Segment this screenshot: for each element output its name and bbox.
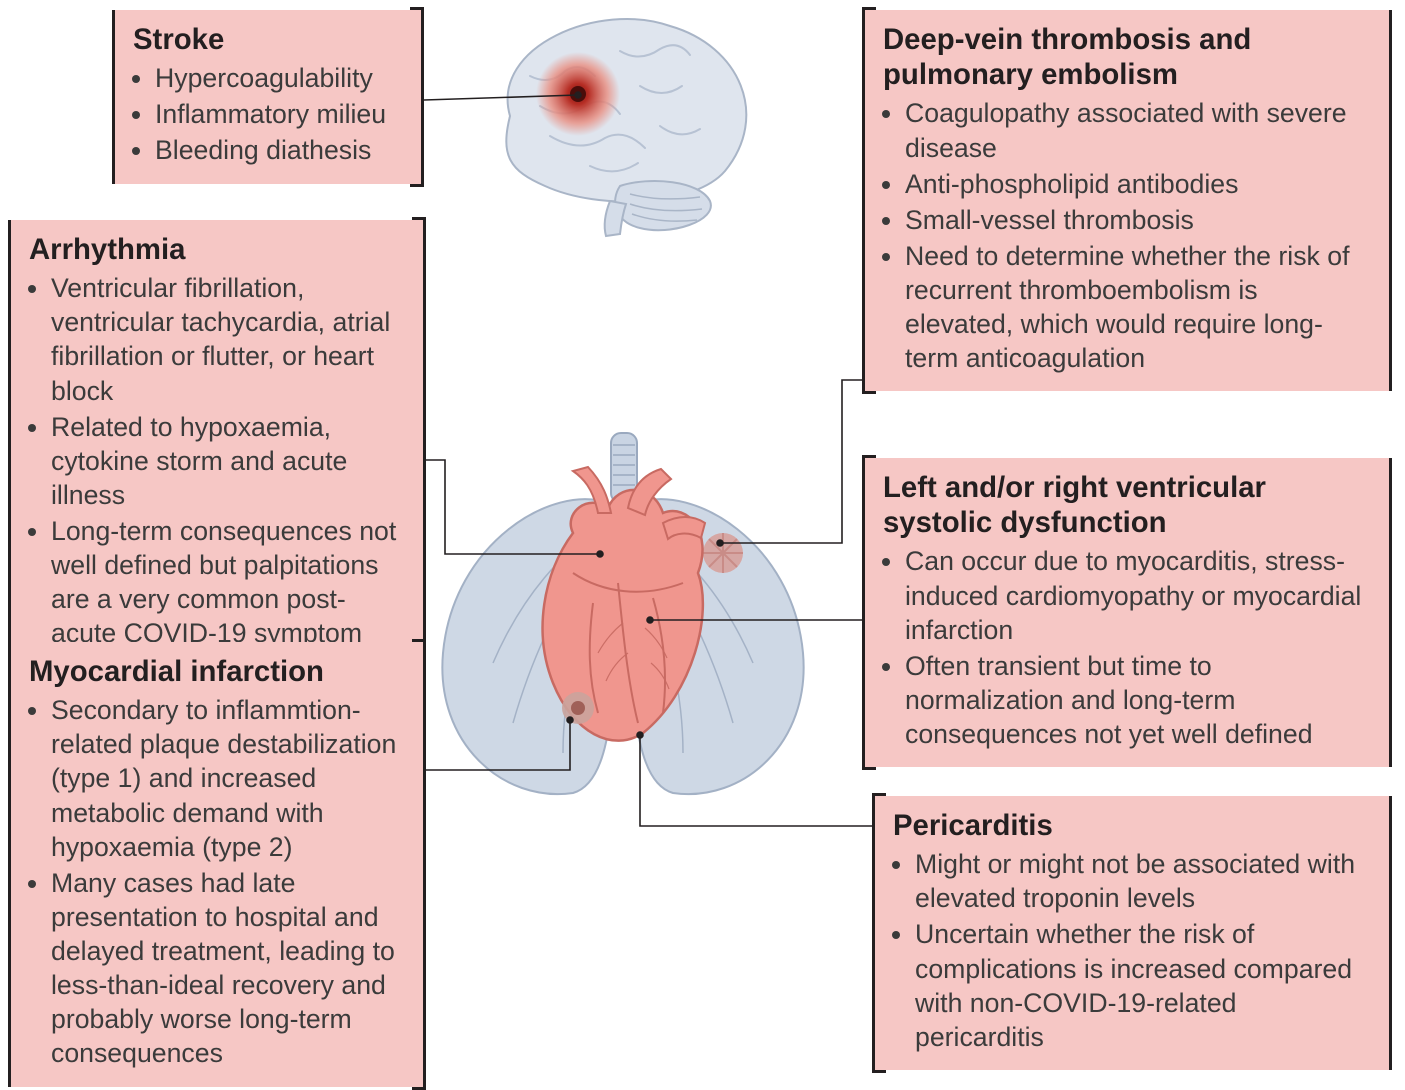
box-stroke-title: Stroke bbox=[133, 22, 403, 57]
box-lv-rv-title: Left and/or right ventricular systolic d… bbox=[883, 470, 1371, 540]
bullet-item: Ventricular fibrillation, ventricular ta… bbox=[51, 271, 405, 408]
box-pericarditis-title: Pericarditis bbox=[893, 808, 1371, 843]
bullet-item: Secondary to inflammtion-related plaque … bbox=[51, 693, 405, 864]
box-mi-list: Secondary to inflammtion-related plaque … bbox=[29, 693, 405, 1070]
box-dvt-list: Coagulopathy associated with severe dise… bbox=[883, 96, 1371, 375]
bullet-item: Coagulopathy associated with severe dise… bbox=[905, 96, 1371, 164]
lungs-heart-illustration bbox=[413, 423, 833, 823]
bullet-item: Long-term consequences not well defined … bbox=[51, 514, 405, 651]
box-pericarditis: Pericarditis Might or might not be assoc… bbox=[872, 796, 1392, 1070]
bullet-item: Bleeding diathesis bbox=[155, 133, 403, 167]
box-stroke: Stroke HypercoagulabilityInflammatory mi… bbox=[112, 10, 424, 184]
bullet-item: Might or might not be associated with el… bbox=[915, 847, 1371, 915]
bullet-item: Hypercoagulability bbox=[155, 61, 403, 95]
bullet-item: Related to hypoxaemia, cytokine storm an… bbox=[51, 410, 405, 512]
bullet-item: Inflammatory milieu bbox=[155, 97, 403, 131]
box-dvt: Deep-vein thrombosis and pulmonary embol… bbox=[862, 10, 1392, 391]
bullet-item: Often transient but time to normalizatio… bbox=[905, 649, 1371, 751]
bullet-item: Need to determine whether the risk of re… bbox=[905, 239, 1371, 376]
brain-illustration bbox=[470, 6, 770, 246]
box-dvt-title: Deep-vein thrombosis and pulmonary embol… bbox=[883, 22, 1371, 92]
box-pericarditis-list: Might or might not be associated with el… bbox=[893, 847, 1371, 1054]
box-arrhythmia-title: Arrhythmia bbox=[29, 232, 405, 267]
bullet-item: Can occur due to myocarditis, stress-ind… bbox=[905, 544, 1371, 646]
bullet-item: Uncertain whether the risk of complicati… bbox=[915, 917, 1371, 1054]
bullet-item: Small-vessel thrombosis bbox=[905, 203, 1371, 237]
box-arrhythmia-list: Ventricular fibrillation, ventricular ta… bbox=[29, 271, 405, 650]
box-stroke-list: HypercoagulabilityInflammatory milieuBle… bbox=[133, 61, 403, 167]
bullet-item: Many cases had late presentation to hosp… bbox=[51, 866, 405, 1071]
box-mi-title: Myocardial infarction bbox=[29, 654, 405, 689]
box-lv-rv: Left and/or right ventricular systolic d… bbox=[862, 458, 1392, 767]
box-arrhythmia: Arrhythmia Ventricular fibrillation, ven… bbox=[8, 220, 426, 667]
bullet-item: Anti-phospholipid antibodies bbox=[905, 167, 1371, 201]
box-mi: Myocardial infarction Secondary to infla… bbox=[8, 642, 426, 1087]
box-lv-rv-list: Can occur due to myocarditis, stress-ind… bbox=[883, 544, 1371, 751]
